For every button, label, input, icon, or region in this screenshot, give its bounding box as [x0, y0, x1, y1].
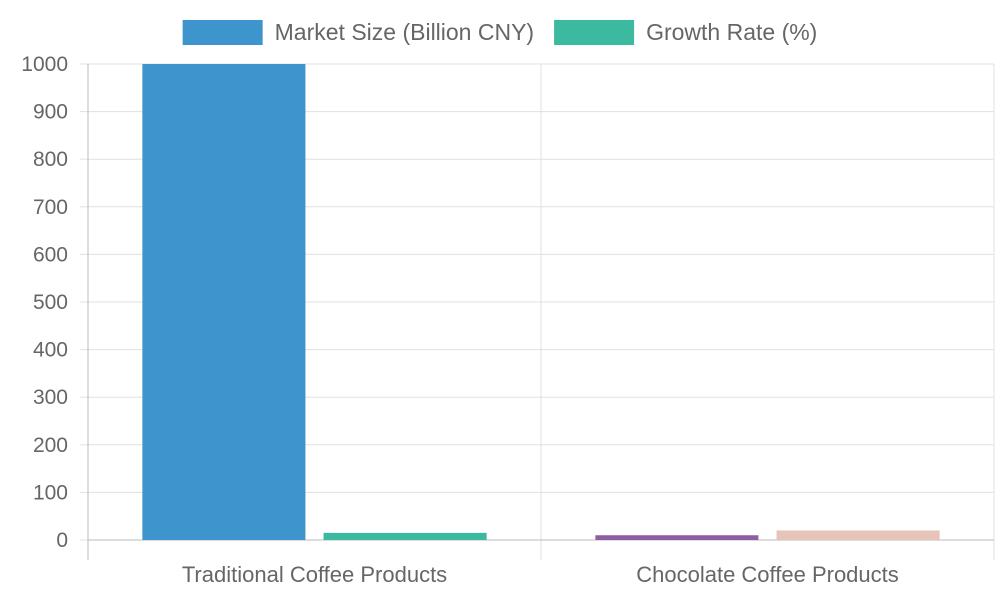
y-tick-label: 300: [33, 386, 68, 409]
legend: Market Size (Billion CNY) Growth Rate (%): [182, 19, 817, 45]
axes: 0 100 200 300 400 500 600 700 800 900 1000 Traditio…: [21, 53, 994, 587]
legend-swatch[interactable]: [182, 20, 263, 45]
bar-series0-1[interactable]: [595, 535, 759, 540]
y-tick-label: 100: [33, 481, 68, 504]
bar-series1-1[interactable]: [776, 530, 940, 540]
y-tick-label: 700: [33, 196, 68, 219]
y-tick-label: 600: [33, 243, 68, 266]
y-tick-label: 900: [33, 101, 68, 124]
bar-series1-0[interactable]: [323, 532, 487, 540]
x-tick-label: Chocolate Coffee Products: [636, 562, 899, 587]
y-tick-label: 800: [33, 148, 68, 171]
y-tick-label: 1000: [21, 53, 68, 76]
bars: [142, 64, 940, 540]
x-tick-label: Traditional Coffee Products: [182, 562, 447, 587]
y-tick-label: 500: [33, 291, 68, 314]
y-tick-label: 200: [33, 434, 68, 457]
y-tick-label: 0: [56, 529, 68, 552]
legend-label[interactable]: Growth Rate (%): [646, 19, 817, 45]
bar-series0-0[interactable]: [142, 64, 306, 540]
y-tick-label: 400: [33, 339, 68, 362]
legend-swatch[interactable]: [554, 20, 635, 45]
legend-label[interactable]: Market Size (Billion CNY): [275, 19, 534, 45]
